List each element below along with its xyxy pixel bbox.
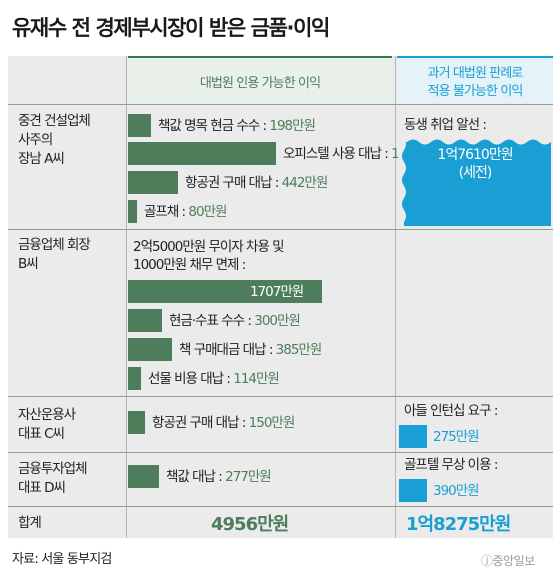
bar-category: 오피스텔 사용 대납 : [283, 146, 392, 162]
category-d-line: 금융투자업체 [18, 461, 88, 477]
bar-label: 책값 대납 : 277만원 [166, 468, 272, 486]
bar-category: 골프채 : [144, 204, 189, 220]
bar [128, 338, 172, 361]
category-a-line: 중견 건설업체 [18, 113, 91, 129]
chart-title: 유재수 전 경제부시장이 받은 금품·이익 [12, 16, 330, 40]
bar [128, 367, 141, 390]
other-bar [399, 425, 427, 448]
column-divider-1 [126, 56, 127, 538]
category-b: 금융업체 회장 B씨 [18, 236, 91, 274]
bar-label: 선물 비용 대납 : 114만원 [148, 370, 280, 388]
header-recognized-rule [128, 56, 392, 58]
category-d: 금융투자업체 대표 D씨 [18, 460, 88, 498]
bar-label: 책값 명목 현금 수수 : 198만원 [158, 117, 316, 135]
category-c: 자산운용사 대표 C씨 [18, 406, 76, 444]
category-a: 중견 건설업체 사주의 장남 A씨 [18, 112, 91, 169]
column-divider-2 [395, 56, 396, 538]
wave-edge-icon [398, 138, 406, 226]
bar-label: 현금·수표 수수 : 300만원 [169, 312, 301, 330]
other-bar-a [398, 137, 551, 226]
bar-category: 항공권 구매 대납 : [185, 175, 282, 191]
bar-category: 책 구매대금 대납 : [179, 342, 276, 358]
bar-category: 항공권 구매 대납 : [152, 415, 249, 431]
bar [128, 200, 137, 223]
header-recognized [128, 58, 392, 103]
category-d-line: 대표 D씨 [18, 480, 66, 496]
bar-value: 277만원 [225, 469, 272, 485]
category-a-line: 장남 A씨 [18, 151, 65, 167]
header-not-applicable [397, 58, 553, 103]
bar-value: 150만원 [248, 415, 296, 431]
bar [128, 142, 276, 165]
category-c-line: 대표 C씨 [18, 426, 65, 442]
total-label: 합계 [18, 515, 42, 531]
other-label-d: 골프텔 무상 이용 : [404, 457, 498, 473]
bar-label: 책 구매대금 대납 : 385만원 [179, 341, 323, 359]
bar-value: 385만원 [275, 342, 323, 358]
group-b-note-line-1: 2억5000만원 무이자 차용 및 [133, 239, 285, 255]
bar [128, 309, 162, 332]
bar-category: 현금·수표 수수 : [169, 313, 255, 329]
publisher-logo: ⓙ중앙일보 [481, 554, 535, 568]
bar-value: 114만원 [233, 371, 280, 387]
total-not-applicable: 1억8275만원 [406, 514, 511, 535]
bar-value: 442만원 [281, 175, 329, 191]
other-value: 275만원 [433, 429, 480, 445]
wave-break-icon [399, 137, 551, 145]
category-b-line: 금융업체 회장 [18, 237, 91, 253]
bar [128, 465, 159, 488]
bar [128, 114, 151, 137]
bar [128, 280, 322, 303]
bar [128, 171, 178, 194]
row-divider [8, 452, 553, 453]
other-label-c: 아들 인턴십 요구 : [404, 403, 498, 419]
row-divider [8, 229, 553, 230]
other-bar [399, 479, 427, 502]
bar-value: 1707만원 [250, 284, 304, 300]
header-not-applicable-label-1: 과거 대법원 판례로 [427, 66, 524, 81]
total-recognized: 4956만원 [211, 514, 289, 535]
source-note: 자료: 서울 동부지검 [12, 552, 112, 567]
category-a-line: 사주의 [18, 132, 53, 148]
bar-label: 항공권 구매 대납 : 442만원 [185, 174, 329, 192]
category-b-line: B씨 [18, 256, 39, 272]
other-label-a: 동생 취업 알선 : [404, 117, 487, 133]
row-divider [8, 396, 553, 397]
row-divider [8, 104, 553, 105]
bar-label: 항공권 구매 대납 : 150만원 [152, 414, 296, 432]
other-note-a: (세전) [458, 165, 493, 181]
other-value: 390만원 [433, 483, 480, 499]
row-divider [8, 506, 553, 507]
category-c-line: 자산운용사 [18, 407, 76, 423]
header-not-applicable-label-2: 적용 불가능한 이익 [427, 84, 524, 99]
header-recognized-label: 대법원 인용 가능한 이익 [199, 76, 321, 91]
bar-category: 책값 명목 현금 수수 : [158, 118, 270, 134]
header-not-applicable-rule [397, 56, 553, 58]
bar-value: 300만원 [254, 313, 301, 329]
bar-category: 책값 대납 : [166, 469, 226, 485]
bar-category: 선물 비용 대납 : [148, 371, 234, 387]
bar-value: 198만원 [269, 118, 316, 134]
bar-label: 골프채 : 80만원 [144, 203, 227, 221]
group-b-note-line-2: 1000만원 채무 면제 : [133, 257, 246, 273]
bar [128, 411, 145, 434]
bar-value: 80만원 [188, 204, 227, 220]
bar-label: 1707만원 [250, 283, 304, 301]
other-value-a: 1억7610만원 [437, 147, 513, 163]
